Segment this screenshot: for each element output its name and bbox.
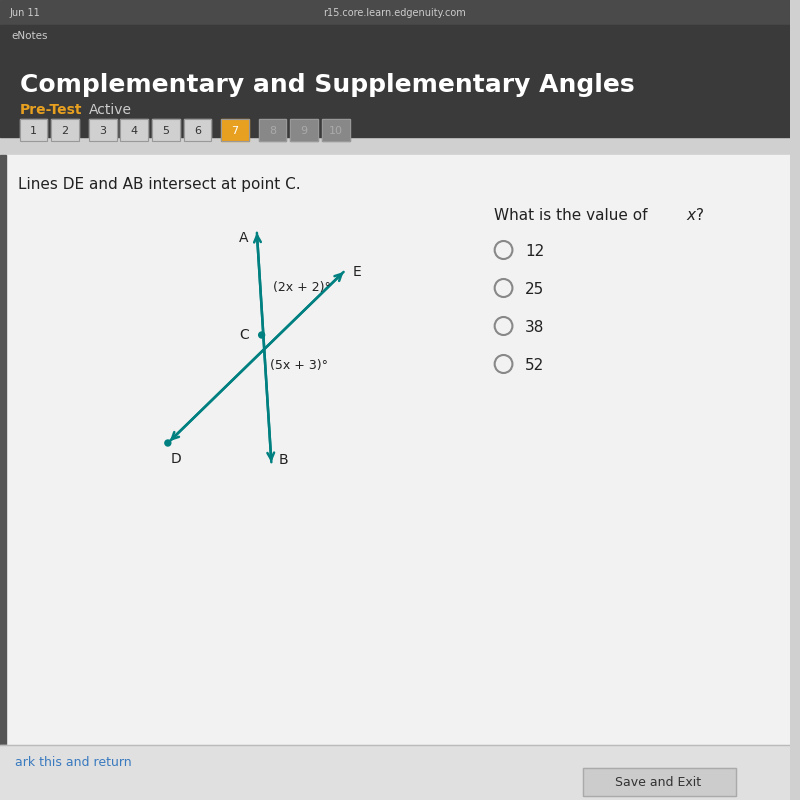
Text: (2x + 2)°: (2x + 2)° [274, 281, 331, 294]
Text: r15.core.learn.edgenuity.com: r15.core.learn.edgenuity.com [323, 8, 466, 18]
Text: What is the value of: What is the value of [494, 207, 652, 222]
Bar [152, 119, 180, 141]
Bar [322, 119, 350, 141]
Bar [258, 119, 286, 141]
Text: 9: 9 [301, 126, 308, 136]
Bar [582, 768, 735, 796]
Bar [184, 119, 211, 141]
Bar [121, 119, 148, 141]
Bar [0, 0, 790, 25]
Bar [184, 119, 211, 141]
Text: 2: 2 [62, 126, 69, 136]
Bar [290, 119, 318, 141]
Bar [152, 119, 180, 141]
Text: Complementary and Supplementary Angles: Complementary and Supplementary Angles [20, 73, 634, 97]
Text: A: A [239, 231, 249, 245]
Text: ?: ? [696, 207, 704, 222]
Text: 52: 52 [526, 358, 545, 373]
Text: Save and Exit: Save and Exit [615, 775, 702, 789]
Text: E: E [353, 265, 362, 279]
Text: 5: 5 [162, 126, 170, 136]
Text: ark this and return: ark this and return [15, 755, 131, 769]
Text: 10: 10 [329, 126, 342, 136]
Bar [51, 119, 79, 141]
Bar [221, 119, 249, 141]
Text: 38: 38 [526, 319, 545, 334]
Text: x: x [686, 207, 695, 222]
Bar [582, 768, 735, 796]
Bar [322, 119, 350, 141]
Circle shape [258, 332, 265, 338]
Text: Pre-Test: Pre-Test [20, 103, 82, 117]
Bar [221, 119, 249, 141]
Text: 7: 7 [231, 126, 238, 136]
Text: 3: 3 [99, 126, 106, 136]
Bar [20, 119, 47, 141]
Text: D: D [170, 452, 181, 466]
Text: 12: 12 [526, 243, 545, 258]
Circle shape [165, 440, 171, 446]
Text: Active: Active [89, 103, 132, 117]
Bar [258, 119, 286, 141]
Bar [121, 119, 148, 141]
Bar [89, 119, 117, 141]
Text: eNotes: eNotes [12, 31, 48, 41]
Text: 25: 25 [526, 282, 545, 297]
Text: C: C [239, 328, 249, 342]
Bar [0, 155, 790, 745]
Text: 4: 4 [130, 126, 138, 136]
Text: 1: 1 [30, 126, 37, 136]
Bar [0, 155, 6, 745]
Text: 6: 6 [194, 126, 201, 136]
Bar [290, 119, 318, 141]
Bar [51, 119, 79, 141]
Text: B: B [278, 453, 288, 467]
Bar [20, 119, 47, 141]
Bar [89, 119, 117, 141]
Text: Lines DE and AB intersect at point C.: Lines DE and AB intersect at point C. [18, 178, 300, 193]
Text: Jun 11: Jun 11 [10, 8, 41, 18]
Bar [0, 745, 790, 800]
Bar [0, 47, 790, 137]
Text: 8: 8 [269, 126, 276, 136]
Bar [0, 25, 790, 47]
Text: (5x + 3)°: (5x + 3)° [270, 358, 327, 371]
